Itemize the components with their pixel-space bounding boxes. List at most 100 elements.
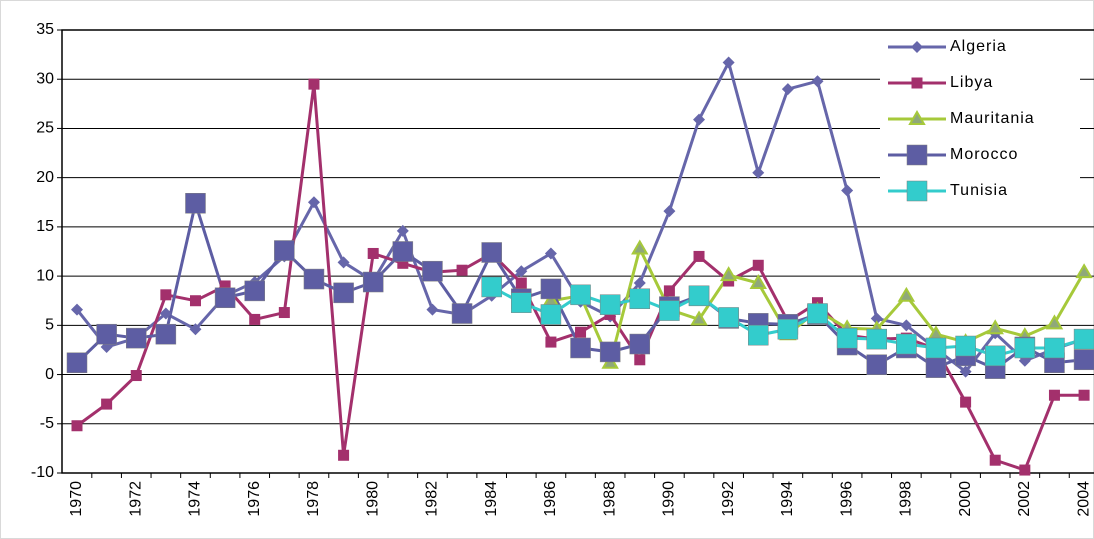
marker xyxy=(570,284,591,306)
x-tick-label: 1996 xyxy=(838,481,855,517)
legend-label: Mauritania xyxy=(950,110,1035,127)
marker xyxy=(752,259,764,271)
plot-border xyxy=(61,29,1094,474)
y-tick-label: 10 xyxy=(36,267,54,284)
marker xyxy=(659,300,680,321)
y-tick-label: 5 xyxy=(45,317,54,334)
marker xyxy=(925,357,947,378)
marker xyxy=(900,319,913,332)
marker xyxy=(749,274,768,290)
marker xyxy=(633,277,646,290)
marker xyxy=(693,250,705,262)
x-tick-label: 1992 xyxy=(720,481,737,517)
x-tick-label: 2004 xyxy=(1075,481,1092,517)
marker xyxy=(836,327,858,349)
plot xyxy=(66,56,1094,476)
marker xyxy=(841,184,854,197)
y-tick-label: 30 xyxy=(36,70,54,87)
marker xyxy=(719,266,738,282)
x-tick-label: 1970 xyxy=(68,481,85,517)
marker xyxy=(688,285,710,307)
marker xyxy=(866,354,887,375)
marker xyxy=(451,303,473,324)
marker xyxy=(540,278,562,300)
marker xyxy=(481,242,502,263)
legend-label: Morocco xyxy=(950,146,1018,163)
marker xyxy=(397,257,409,269)
marker xyxy=(515,265,528,278)
marker xyxy=(911,41,923,53)
marker xyxy=(189,323,202,336)
marker xyxy=(71,420,83,432)
marker xyxy=(1073,349,1094,371)
marker xyxy=(219,280,231,292)
marker xyxy=(515,277,527,289)
x-tick-label: 1998 xyxy=(898,481,915,517)
marker xyxy=(663,205,676,218)
marker xyxy=(908,110,926,125)
marker xyxy=(989,454,1001,466)
marker xyxy=(214,287,236,309)
marker xyxy=(870,312,883,325)
marker xyxy=(338,449,350,461)
marker xyxy=(337,256,350,269)
marker xyxy=(718,307,739,328)
marker xyxy=(278,307,290,319)
marker xyxy=(631,239,649,255)
marker xyxy=(1044,337,1065,359)
marker xyxy=(748,324,769,346)
marker xyxy=(396,224,409,237)
marker xyxy=(545,336,557,348)
marker xyxy=(367,247,379,259)
marker xyxy=(629,333,651,355)
marker xyxy=(66,352,88,373)
marker xyxy=(960,396,972,408)
marker xyxy=(955,335,976,357)
marker xyxy=(481,276,502,298)
marker xyxy=(629,288,651,310)
marker xyxy=(807,303,828,324)
marker xyxy=(125,327,147,349)
legend-label: Tunisia xyxy=(950,182,1008,199)
marker xyxy=(130,370,142,382)
marker xyxy=(456,264,468,276)
legend-items: Algeria Libya Mauritania Morocco Tunisia xyxy=(888,38,1035,202)
x-tick-label: 1988 xyxy=(601,481,618,517)
marker xyxy=(392,241,414,262)
marker xyxy=(1075,263,1093,279)
marker xyxy=(911,77,923,89)
marker xyxy=(101,398,113,410)
legend-label: Libya xyxy=(950,74,993,91)
x-tick-label: 2000 xyxy=(957,481,974,517)
marker xyxy=(866,328,887,350)
marker xyxy=(244,280,265,302)
marker xyxy=(690,310,708,326)
marker xyxy=(333,282,354,304)
x-tick-label: 1994 xyxy=(779,481,796,517)
marker xyxy=(570,337,591,359)
marker xyxy=(1014,337,1036,359)
marker xyxy=(1048,389,1060,401)
marker xyxy=(274,240,295,261)
x-tick-label: 1978 xyxy=(305,481,322,517)
marker xyxy=(159,307,172,320)
marker xyxy=(634,354,646,366)
marker xyxy=(959,365,972,378)
marker xyxy=(308,78,320,90)
marker xyxy=(896,333,917,355)
marker xyxy=(663,285,675,297)
marker xyxy=(422,260,443,282)
marker xyxy=(249,313,261,325)
marker xyxy=(752,166,765,179)
marker xyxy=(540,304,562,325)
marker xyxy=(189,295,201,307)
marker xyxy=(1045,314,1064,330)
marker xyxy=(986,319,1004,335)
y-tick-label: -5 xyxy=(40,415,54,432)
marker xyxy=(811,75,824,88)
x-tick-label: 1980 xyxy=(364,481,381,517)
marker xyxy=(777,319,799,340)
marker xyxy=(1078,389,1090,401)
marker xyxy=(575,326,587,338)
